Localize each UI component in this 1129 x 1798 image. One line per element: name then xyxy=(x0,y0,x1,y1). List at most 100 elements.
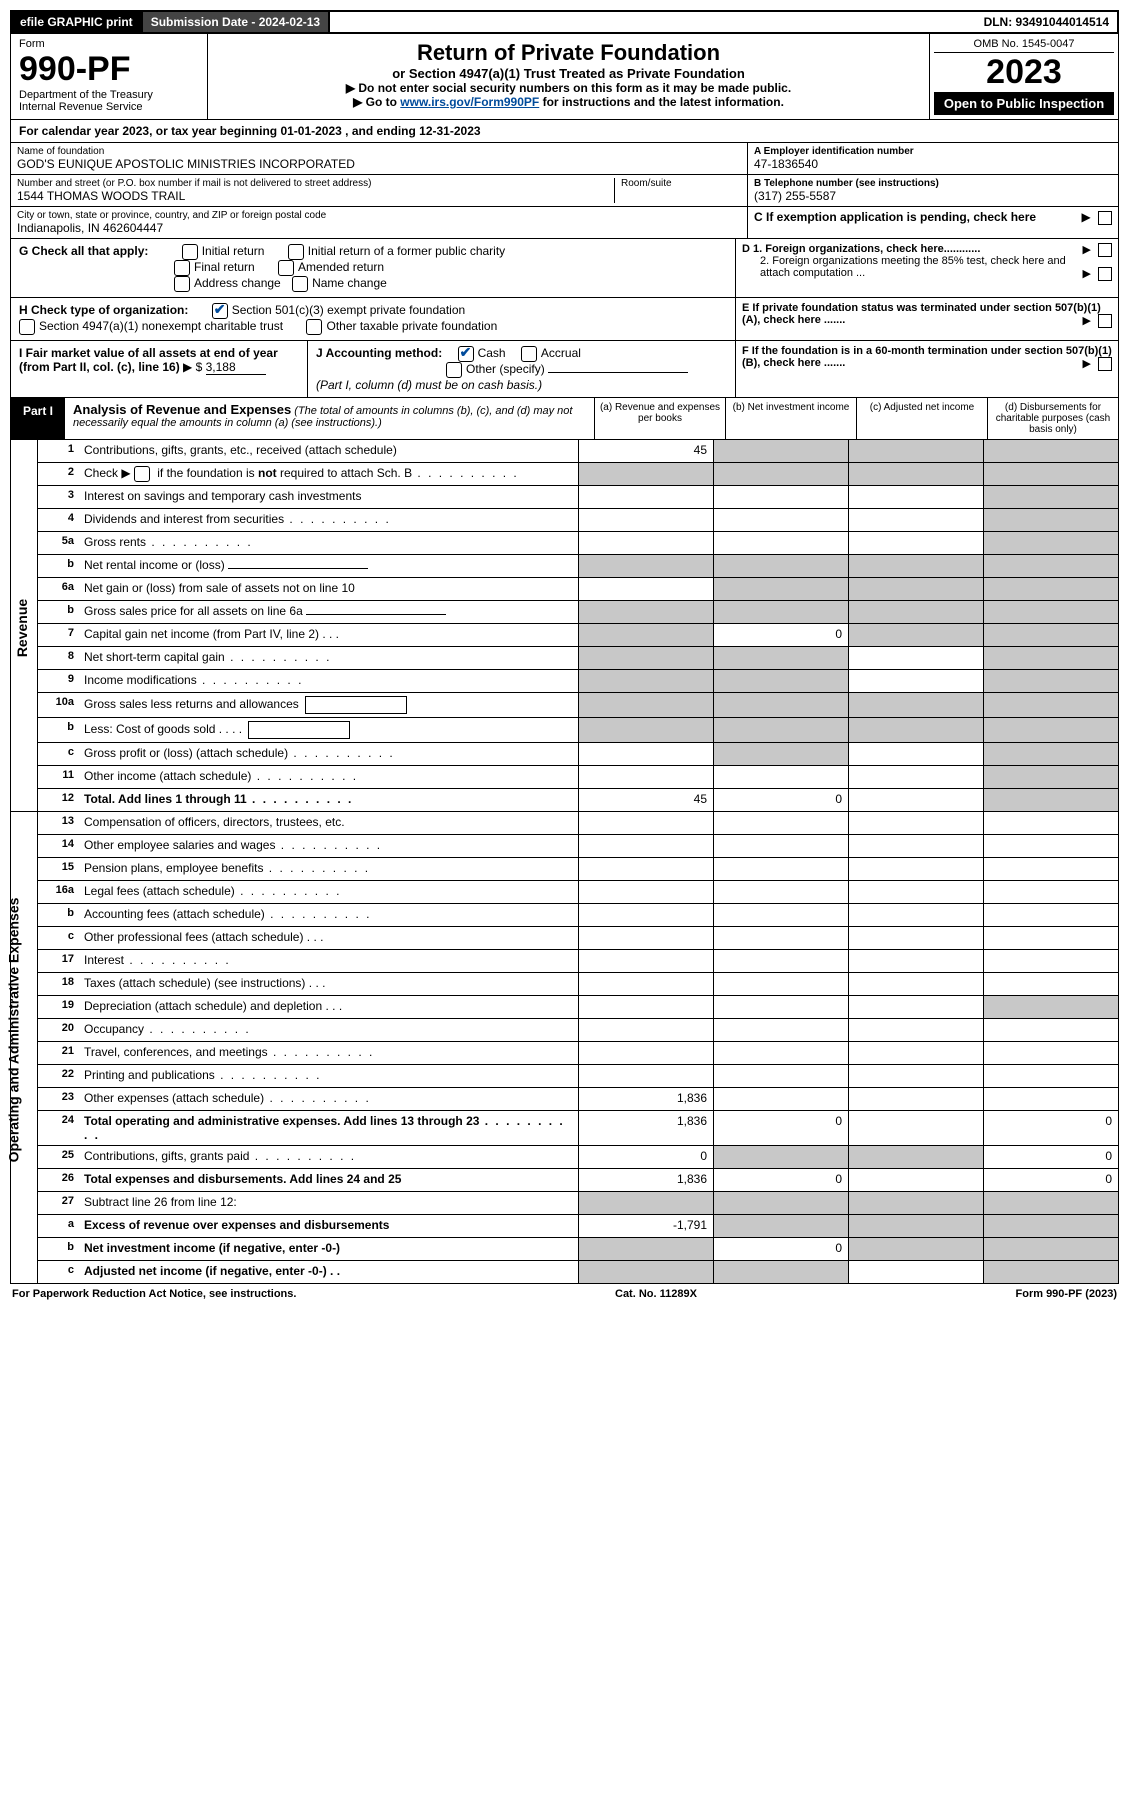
l12: Total. Add lines 1 through 11 xyxy=(80,789,578,811)
part1-label: Part I xyxy=(11,398,65,439)
d1-label: D 1. Foreign organizations, check here..… xyxy=(742,243,980,255)
j-other-lbl: Other (specify) xyxy=(466,362,545,376)
g-address-change[interactable] xyxy=(174,276,190,292)
h-opt-3: Other taxable private foundation xyxy=(326,319,497,333)
l26: Total expenses and disbursements. Add li… xyxy=(80,1169,578,1191)
h-label: H Check type of organization: xyxy=(19,303,188,317)
address: 1544 THOMAS WOODS TRAIL xyxy=(17,189,614,203)
j-accrual[interactable] xyxy=(521,346,537,362)
l22: Printing and publications xyxy=(80,1065,578,1087)
addr-label: Number and street (or P.O. box number if… xyxy=(17,178,614,189)
j-accrual-lbl: Accrual xyxy=(541,346,581,360)
form-number: 990-PF xyxy=(19,50,199,89)
g-opt-3: Amended return xyxy=(298,260,384,274)
l15: Pension plans, employee benefits xyxy=(80,858,578,880)
col-d-head: (d) Disbursements for charitable purpose… xyxy=(987,398,1118,439)
l20: Occupancy xyxy=(80,1019,578,1041)
omb-number: OMB No. 1545-0047 xyxy=(934,38,1114,53)
l24: Total operating and administrative expen… xyxy=(80,1111,578,1145)
top-bar: efile GRAPHIC print Submission Date - 20… xyxy=(10,10,1119,34)
l23: Other expenses (attach schedule) xyxy=(80,1088,578,1110)
e-checkbox[interactable] xyxy=(1098,314,1112,328)
g-final-return[interactable] xyxy=(174,260,190,276)
l18: Taxes (attach schedule) (see instruction… xyxy=(80,973,578,995)
g-opt-4: Address change xyxy=(194,276,281,290)
part1-header: Part I Analysis of Revenue and Expenses … xyxy=(10,398,1119,440)
ein: 47-1836540 xyxy=(754,157,1112,171)
city-state-zip: Indianapolis, IN 462604447 xyxy=(17,221,741,235)
l27a-a: -1,791 xyxy=(578,1215,713,1237)
d2-label: 2. Foreign organizations meeting the 85%… xyxy=(760,255,1066,279)
name-label: Name of foundation xyxy=(17,146,741,157)
g-opt-5: Name change xyxy=(312,276,387,290)
l27b-b: 0 xyxy=(713,1238,848,1260)
dln: DLN: 93491044014514 xyxy=(976,12,1117,32)
d1-checkbox[interactable] xyxy=(1098,243,1112,257)
l25-a: 0 xyxy=(578,1146,713,1168)
l1: Contributions, gifts, grants, etc., rece… xyxy=(80,440,578,462)
h-other-taxable[interactable] xyxy=(306,319,322,335)
g-label: G Check all that apply: xyxy=(19,244,148,258)
l6b: Gross sales price for all assets on line… xyxy=(80,601,578,623)
j-note: (Part I, column (d) must be on cash basi… xyxy=(316,378,542,392)
open-public: Open to Public Inspection xyxy=(934,92,1114,115)
l19: Depreciation (attach schedule) and deple… xyxy=(80,996,578,1018)
phone-label: B Telephone number (see instructions) xyxy=(754,178,1112,189)
foundation-name: GOD'S EUNIQUE APOSTOLIC MINISTRIES INCOR… xyxy=(17,157,741,171)
h-4947[interactable] xyxy=(19,319,35,335)
col-c-head: (c) Adjusted net income xyxy=(856,398,987,439)
col-b-head: (b) Net investment income xyxy=(725,398,856,439)
l4: Dividends and interest from securities xyxy=(80,509,578,531)
l10a: Gross sales less returns and allowances xyxy=(80,693,578,717)
h-opt-1: Section 501(c)(3) exempt private foundat… xyxy=(232,303,465,317)
l11: Other income (attach schedule) xyxy=(80,766,578,788)
efile-button[interactable]: efile GRAPHIC print xyxy=(12,12,143,32)
f-checkbox[interactable] xyxy=(1098,357,1112,371)
d2-checkbox[interactable] xyxy=(1098,267,1112,281)
l2-checkbox[interactable] xyxy=(134,466,150,482)
l14: Other employee salaries and wages xyxy=(80,835,578,857)
h-501c3[interactable] xyxy=(212,303,228,319)
g-initial-public[interactable] xyxy=(288,244,304,260)
j-label: J Accounting method: xyxy=(316,346,442,360)
instr-1: ▶ Do not enter social security numbers o… xyxy=(214,81,923,95)
g-initial-return[interactable] xyxy=(182,244,198,260)
l13: Compensation of officers, directors, tru… xyxy=(80,812,578,834)
g-opt-0: Initial return xyxy=(202,244,265,258)
l21: Travel, conferences, and meetings xyxy=(80,1042,578,1064)
form-title: Return of Private Foundation xyxy=(214,40,923,66)
e-label: E If private foundation status was termi… xyxy=(742,302,1101,326)
g-opt-2: Final return xyxy=(194,260,255,274)
page-footer: For Paperwork Reduction Act Notice, see … xyxy=(10,1284,1119,1304)
footer-right: Form 990-PF (2023) xyxy=(1016,1288,1118,1300)
l27b: Net investment income (if negative, ente… xyxy=(80,1238,578,1260)
col-a-head: (a) Revenue and expenses per books xyxy=(594,398,725,439)
c-checkbox[interactable] xyxy=(1098,211,1112,225)
l10b: Less: Cost of goods sold . . . . xyxy=(80,718,578,742)
l23-a: 1,836 xyxy=(578,1088,713,1110)
calendar-year-row: For calendar year 2023, or tax year begi… xyxy=(10,120,1119,143)
g-amended[interactable] xyxy=(278,260,294,276)
form-header: Form 990-PF Department of the Treasury I… xyxy=(10,34,1119,120)
l16b: Accounting fees (attach schedule) xyxy=(80,904,578,926)
l24-a: 1,836 xyxy=(578,1111,713,1145)
l26-d: 0 xyxy=(983,1169,1118,1191)
j-other[interactable] xyxy=(446,362,462,378)
l16c: Other professional fees (attach schedule… xyxy=(80,927,578,949)
h-opt-2: Section 4947(a)(1) nonexempt charitable … xyxy=(39,319,283,333)
identity-block: Name of foundation GOD'S EUNIQUE APOSTOL… xyxy=(10,143,1119,239)
l7: Capital gain net income (from Part IV, l… xyxy=(80,624,578,646)
j-cash[interactable] xyxy=(458,346,474,362)
i-j-f-row: I Fair market value of all assets at end… xyxy=(10,341,1119,398)
phone: (317) 255-5587 xyxy=(754,189,1112,203)
l8: Net short-term capital gain xyxy=(80,647,578,669)
l27c: Adjusted net income (if negative, enter … xyxy=(80,1261,578,1283)
irs-link[interactable]: www.irs.gov/Form990PF xyxy=(400,95,539,109)
c-label: C If exemption application is pending, c… xyxy=(754,210,1036,224)
l2: Check ▶ if the foundation is not require… xyxy=(80,463,578,485)
instr-2: ▶ Go to www.irs.gov/Form990PF for instru… xyxy=(214,95,923,109)
g-name-change[interactable] xyxy=(292,276,308,292)
form-subtitle: or Section 4947(a)(1) Trust Treated as P… xyxy=(214,66,923,81)
g-opt-1: Initial return of a former public charit… xyxy=(308,244,505,258)
instr-2-suffix: for instructions and the latest informat… xyxy=(539,95,784,109)
